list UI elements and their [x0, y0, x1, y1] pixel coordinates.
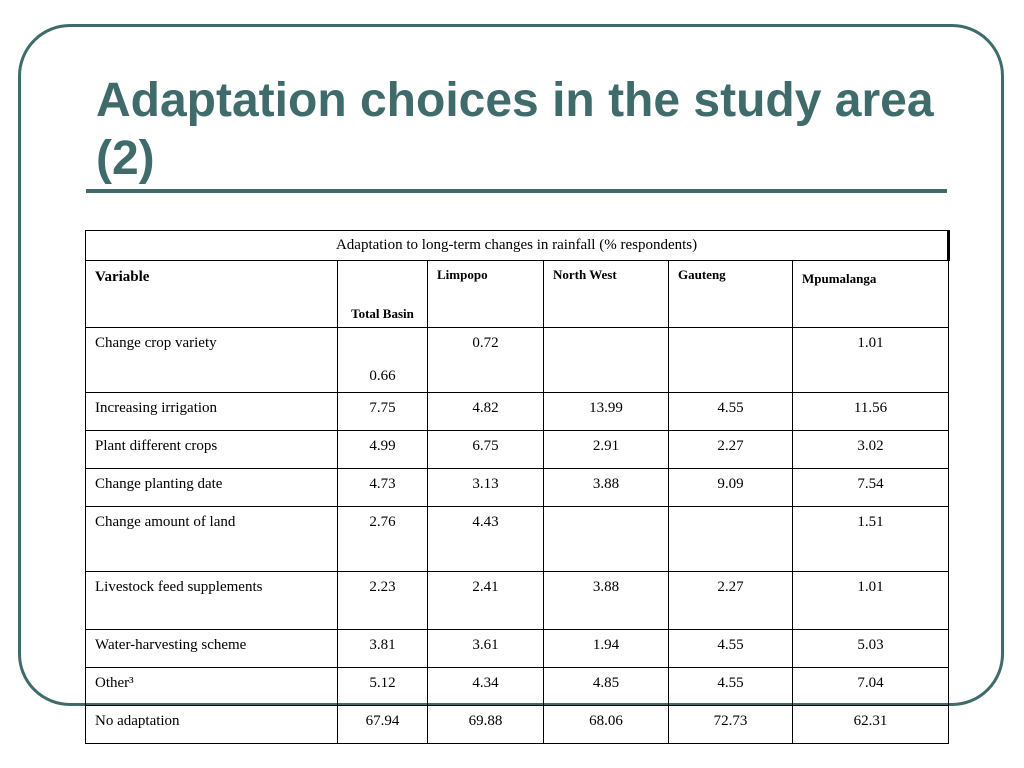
table-row: Water-harvesting scheme 3.81 3.61 1.94 4… — [85, 629, 950, 668]
slide-title: Adaptation choices in the study area (2) — [96, 74, 934, 185]
cell-north-west: 68.06 — [543, 705, 669, 744]
table-row: Increasing irrigation 7.75 4.82 13.99 4.… — [85, 392, 950, 431]
cell-limpopo: 6.75 — [427, 430, 544, 469]
table-row: Other³ 5.12 4.34 4.85 4.55 7.04 — [85, 667, 950, 706]
row-label: Plant different crops — [85, 430, 338, 469]
cell-gauteng: 2.27 — [668, 430, 793, 469]
table-row: Change crop variety 0.66 0.72 1.01 — [85, 327, 950, 393]
header-gauteng: Gauteng — [668, 260, 793, 328]
cell-gauteng — [668, 327, 793, 393]
cell-north-west — [543, 506, 669, 572]
cell-gauteng: 4.55 — [668, 392, 793, 431]
cell-gauteng: 9.09 — [668, 468, 793, 507]
cell-limpopo: 69.88 — [427, 705, 544, 744]
cell-mpumalanga: 5.03 — [791, 629, 950, 668]
row-label: No adaptation — [85, 705, 338, 744]
header-mpumalanga: Mpumalanga — [791, 260, 950, 328]
row-label: Change planting date — [85, 468, 338, 507]
cell-north-west: 1.94 — [543, 629, 669, 668]
header-variable: Variable — [85, 260, 338, 328]
cell-mpumalanga: 1.01 — [791, 327, 950, 393]
cell-north-west: 3.88 — [543, 468, 669, 507]
cell-north-west: 4.85 — [543, 667, 669, 706]
cell-north-west: 3.88 — [543, 571, 669, 630]
cell-limpopo: 4.82 — [427, 392, 544, 431]
table-row: No adaptation 67.94 69.88 68.06 72.73 62… — [85, 705, 950, 744]
cell-total-basin: 7.75 — [337, 392, 428, 431]
cell-limpopo: 4.34 — [427, 667, 544, 706]
cell-mpumalanga: 7.04 — [791, 667, 950, 706]
cell-total-basin: 0.66 — [337, 327, 428, 393]
cell-limpopo: 3.13 — [427, 468, 544, 507]
cell-limpopo: 3.61 — [427, 629, 544, 668]
table-row: Livestock feed supplements 2.23 2.41 3.8… — [85, 571, 950, 630]
cell-total-basin: 4.99 — [337, 430, 428, 469]
cell-mpumalanga: 3.02 — [791, 430, 950, 469]
cell-mpumalanga: 7.54 — [791, 468, 950, 507]
table-row: Change amount of land 2.76 4.43 1.51 — [85, 506, 950, 572]
cell-gauteng: 4.55 — [668, 667, 793, 706]
cell-total-basin: 2.76 — [337, 506, 428, 572]
row-label: Other³ — [85, 667, 338, 706]
header-north-west: North West — [543, 260, 669, 328]
row-label: Change amount of land — [85, 506, 338, 572]
table-caption: Adaptation to long-term changes in rainf… — [84, 230, 951, 261]
row-label: Water-harvesting scheme — [85, 629, 338, 668]
cell-limpopo: 2.41 — [427, 571, 544, 630]
cell-north-west: 2.91 — [543, 430, 669, 469]
row-label: Change crop variety — [85, 327, 338, 393]
header-total-basin: Total Basin — [337, 260, 428, 328]
cell-mpumalanga: 11.56 — [791, 392, 950, 431]
adaptation-table: Adaptation to long-term changes in rainf… — [84, 230, 951, 744]
cell-total-basin: 4.73 — [337, 468, 428, 507]
cell-north-west: 13.99 — [543, 392, 669, 431]
cell-total-basin: 2.23 — [337, 571, 428, 630]
cell-gauteng: 72.73 — [668, 705, 793, 744]
cell-mpumalanga: 1.01 — [791, 571, 950, 630]
cell-mpumalanga: 1.51 — [791, 506, 950, 572]
table-row: Change planting date 4.73 3.13 3.88 9.09… — [85, 468, 950, 507]
cell-total-basin: 5.12 — [337, 667, 428, 706]
row-label: Increasing irrigation — [85, 392, 338, 431]
header-row: Variable Total Basin Limpopo North West … — [85, 260, 950, 328]
cell-gauteng — [668, 506, 793, 572]
title-divider — [86, 189, 947, 193]
row-label: Livestock feed supplements — [85, 571, 338, 630]
cell-north-west — [543, 327, 669, 393]
cell-limpopo: 0.72 — [427, 327, 544, 393]
header-limpopo: Limpopo — [427, 260, 544, 328]
cell-gauteng: 4.55 — [668, 629, 793, 668]
cell-total-basin: 3.81 — [337, 629, 428, 668]
cell-limpopo: 4.43 — [427, 506, 544, 572]
cell-gauteng: 2.27 — [668, 571, 793, 630]
table-row: Plant different crops 4.99 6.75 2.91 2.2… — [85, 430, 950, 469]
cell-mpumalanga: 62.31 — [791, 705, 950, 744]
cell-total-basin: 67.94 — [337, 705, 428, 744]
